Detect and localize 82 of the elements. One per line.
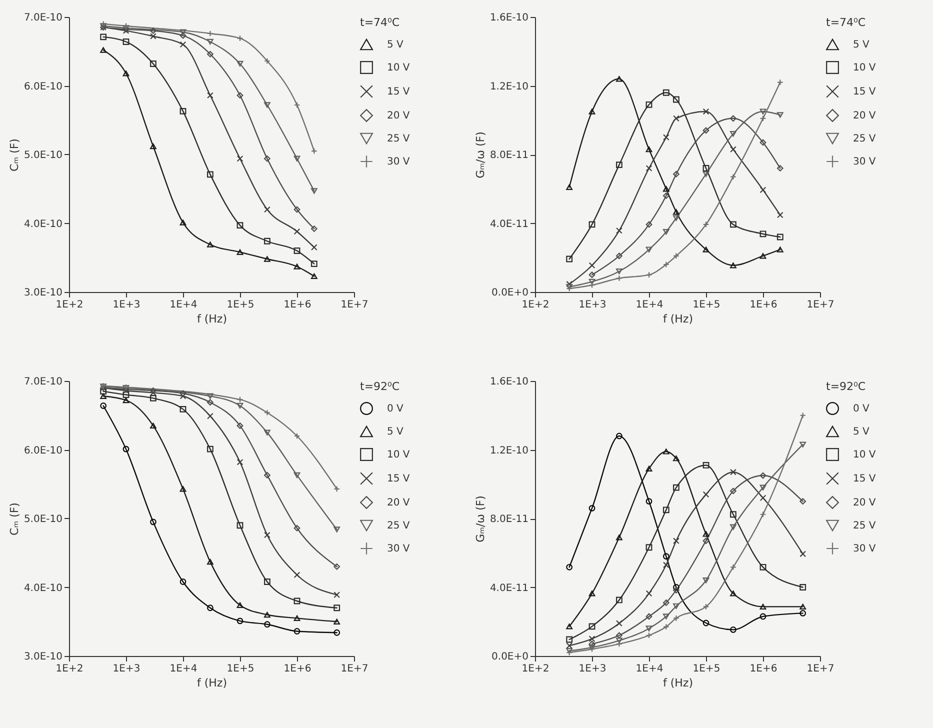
x-tick-label: 1E+5 <box>226 300 254 310</box>
legend-label: 5 V <box>387 426 404 438</box>
y-tick-label: 0.0E+0 <box>492 652 528 662</box>
x-tick-label: 1E+2 <box>56 300 84 310</box>
y-tick-label: 6.0E-10 <box>24 81 62 92</box>
y-tick-label: 4.0E-10 <box>24 218 62 230</box>
x-tick-label: 1E+3 <box>578 664 606 674</box>
x-tick-label: 1E+7 <box>340 300 368 310</box>
x-tick-label: 1E+6 <box>750 664 778 674</box>
legend-label: 15 V <box>387 474 410 484</box>
legend-label: 30 V <box>853 156 876 168</box>
y-axis-title: Gₘ/ω (F) <box>474 132 487 178</box>
legend-title: t=92⁰C <box>826 380 866 393</box>
legend-label: 30 V <box>387 544 410 554</box>
legend-label: 10 V <box>853 62 876 74</box>
legend-label: 25 V <box>853 134 876 144</box>
x-tick-label: 1E+3 <box>112 300 140 310</box>
x-tick-label: 1E+2 <box>56 664 84 674</box>
y-tick-label: 1.2E-10 <box>490 445 528 456</box>
x-tick-label: 1E+6 <box>284 300 312 310</box>
x-tick-label: 1E+2 <box>522 300 550 310</box>
legend-title: t=92⁰C <box>360 380 400 393</box>
legend-label: 25 V <box>387 520 410 532</box>
y-tick-label: 1.6E-10 <box>490 12 528 24</box>
legend-label: 10 V <box>387 450 410 460</box>
x-tick-label: 1E+7 <box>806 664 834 674</box>
legend-label: 0 V <box>387 404 404 414</box>
x-tick-label: 1E+4 <box>636 300 664 310</box>
x-tick-label: 1E+5 <box>226 664 254 674</box>
y-tick-label: 1.6E-10 <box>490 376 528 388</box>
y-tick-label: 8.0E-11 <box>490 514 528 525</box>
x-tick-label: 1E+2 <box>522 664 550 674</box>
y-tick-label: 3.0E-10 <box>24 652 62 662</box>
legend-label: 20 V <box>387 498 410 508</box>
legend-label: 0 V <box>853 404 870 414</box>
x-axis-title: f (Hz) <box>663 312 693 326</box>
legend-label: 15 V <box>387 86 410 98</box>
x-tick-label: 1E+7 <box>340 664 368 674</box>
x-tick-label: 1E+4 <box>636 664 664 674</box>
y-axis-title: Cₘ (F) <box>8 138 21 172</box>
y-tick-label: 3.0E-10 <box>24 288 62 298</box>
y-axis-title: Cₘ (F) <box>8 502 21 536</box>
y-tick-label: 6.0E-10 <box>24 445 62 456</box>
y-tick-label: 5.0E-10 <box>24 514 62 525</box>
y-tick-label: 4.0E-10 <box>24 582 62 594</box>
y-tick-label: 5.0E-10 <box>24 150 62 161</box>
y-tick-label: 1.2E-10 <box>490 81 528 92</box>
legend-label: 15 V <box>853 474 876 484</box>
x-tick-label: 1E+4 <box>170 664 198 674</box>
legend-label: 5 V <box>853 40 870 50</box>
x-axis-title: f (Hz) <box>197 676 227 690</box>
legend-label: 25 V <box>853 520 876 532</box>
legend-label: 5 V <box>387 40 404 50</box>
legend-label: 10 V <box>387 62 410 74</box>
legend-label: 10 V <box>853 450 876 460</box>
x-tick-label: 1E+3 <box>578 300 606 310</box>
y-tick-label: 4.0E-11 <box>490 582 528 594</box>
legend-label: 20 V <box>853 498 876 508</box>
y-tick-label: 4.0E-11 <box>490 218 528 230</box>
x-tick-label: 1E+3 <box>112 664 140 674</box>
x-axis-title: f (Hz) <box>663 676 693 690</box>
x-tick-label: 1E+6 <box>750 300 778 310</box>
y-tick-label: 0.0E+0 <box>492 288 528 298</box>
legend-label: 25 V <box>387 134 410 144</box>
legend-label: 20 V <box>387 110 410 122</box>
legend-title: t=74⁰C <box>826 16 866 29</box>
legend-label: 5 V <box>853 426 870 438</box>
y-tick-label: 7.0E-10 <box>24 376 62 388</box>
legend-title: t=74⁰C <box>360 16 400 29</box>
x-tick-label: 1E+6 <box>284 664 312 674</box>
y-tick-label: 7.0E-10 <box>24 12 62 24</box>
legend-label: 30 V <box>853 544 876 554</box>
y-tick-label: 8.0E-11 <box>490 150 528 161</box>
x-axis-title: f (Hz) <box>197 312 227 326</box>
legend-label: 30 V <box>387 156 410 168</box>
x-tick-label: 1E+7 <box>806 300 834 310</box>
legend-label: 20 V <box>853 110 876 122</box>
x-tick-label: 1E+5 <box>692 664 720 674</box>
y-axis-title: Gₘ/ω (F) <box>474 496 487 542</box>
x-tick-label: 1E+4 <box>170 300 198 310</box>
x-tick-label: 1E+5 <box>692 300 720 310</box>
legend-label: 15 V <box>853 86 876 98</box>
